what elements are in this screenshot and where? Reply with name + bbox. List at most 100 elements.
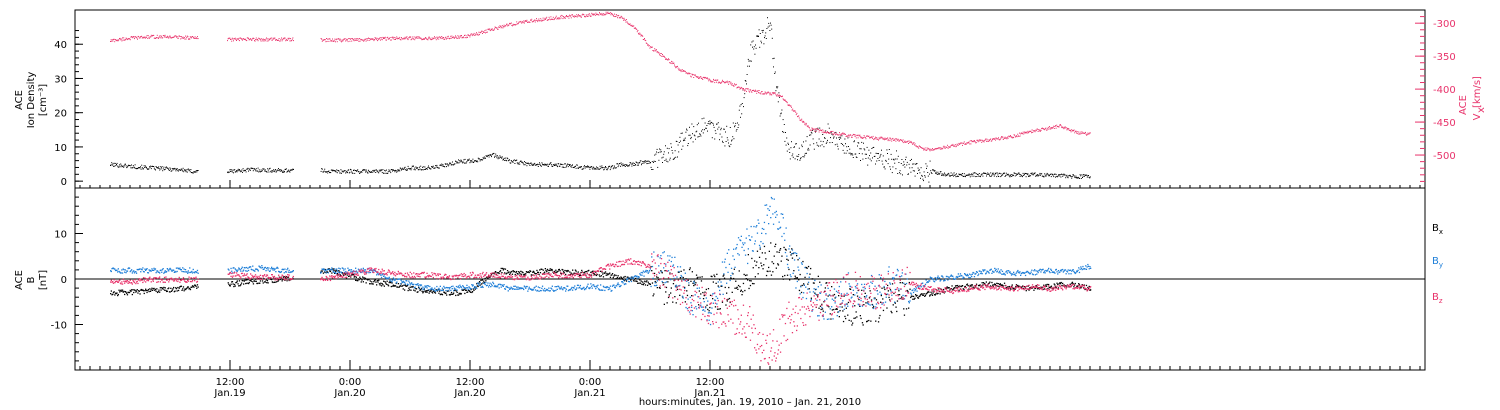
bottom-data-point — [145, 289, 147, 292]
bottom-data-point — [956, 287, 958, 289]
top-data-point — [570, 165, 572, 167]
bottom-data-point — [1080, 287, 1082, 289]
top-data-point — [624, 166, 626, 167]
top-data-point — [555, 15, 557, 17]
top-data-point — [113, 38, 115, 40]
top-data-point — [350, 168, 351, 170]
bottom-data-point — [1011, 284, 1013, 286]
top-data-point — [737, 86, 739, 88]
bottom-data-point — [422, 292, 424, 294]
top-data-point — [492, 29, 494, 31]
top-data-point — [656, 148, 658, 150]
bottom-data-point — [119, 272, 122, 274]
bottom-data-point — [749, 280, 751, 282]
top-data-point — [263, 38, 264, 40]
top-data-point — [986, 138, 988, 140]
top-data-point — [506, 160, 507, 162]
bottom-data-point — [252, 265, 254, 267]
top-data-point — [830, 137, 831, 139]
bottom-data-point — [228, 269, 230, 271]
top-data-point — [438, 167, 440, 169]
bottom-data-point — [173, 286, 175, 289]
top-data-point — [237, 38, 239, 40]
top-data-point — [188, 38, 189, 40]
top-data-point — [677, 144, 679, 146]
top-data-point — [271, 39, 273, 41]
bottom-data-point — [527, 271, 530, 273]
top-data-point — [881, 160, 883, 162]
top-data-point — [473, 161, 475, 163]
bottom-data-point — [705, 306, 707, 308]
top-data-point — [546, 19, 548, 21]
top-data-point — [719, 81, 720, 83]
top-data-point — [281, 170, 282, 172]
top-data-point — [855, 156, 857, 158]
bottom-data-point — [358, 269, 360, 271]
bottom-data-point — [591, 271, 593, 273]
bottom-data-point — [801, 284, 803, 287]
top-data-point — [926, 149, 927, 151]
top-data-point — [839, 132, 840, 134]
top-data-point — [857, 137, 859, 139]
top-data-point — [875, 136, 876, 138]
top-data-point — [927, 147, 929, 149]
top-data-point — [689, 126, 690, 128]
bottom-data-point — [117, 271, 119, 273]
bottom-data-point — [268, 270, 271, 272]
top-data-point — [116, 40, 118, 42]
bottom-data-point — [271, 268, 273, 270]
top-data-point — [1016, 173, 1018, 175]
top-data-point — [895, 168, 897, 170]
bottom-data-point — [497, 272, 500, 274]
bottom-data-point — [158, 289, 160, 291]
bottom-data-point — [250, 279, 252, 282]
top-data-point — [462, 162, 464, 164]
top-data-point — [871, 148, 873, 149]
top-data-point — [269, 38, 271, 40]
top-data-point — [242, 168, 244, 170]
top-data-point — [114, 162, 116, 164]
top-data-point — [462, 37, 464, 38]
top-data-point — [962, 142, 964, 144]
top-data-point — [1014, 134, 1016, 136]
bottom-data-point — [488, 275, 490, 277]
bottom-data-point — [285, 276, 287, 279]
top-data-point — [392, 38, 394, 40]
top-data-point — [933, 170, 935, 172]
bottom-data-point — [383, 274, 385, 276]
top-data-point — [1065, 127, 1067, 129]
bottom-data-point — [196, 271, 198, 274]
bottom-data-point — [665, 286, 668, 289]
top-data-point — [1011, 174, 1013, 176]
top-data-point — [565, 166, 567, 168]
bottom-data-point — [620, 276, 622, 278]
top-data-point — [357, 171, 359, 173]
top-data-point — [624, 19, 626, 21]
top-data-point — [710, 121, 712, 123]
top-data-point — [785, 100, 787, 102]
top-data-point — [729, 83, 731, 85]
bottom-data-point — [891, 283, 894, 285]
bottom-data-point — [252, 269, 255, 271]
bottom-data-point — [375, 281, 377, 283]
top-data-point — [440, 165, 442, 166]
top-data-point — [1080, 175, 1082, 177]
bottom-data-point — [352, 273, 355, 275]
top-data-point — [952, 143, 954, 145]
bottom-data-point — [397, 286, 399, 288]
bottom-data-point — [940, 289, 943, 291]
top-data-point — [740, 116, 741, 118]
top-data-point — [851, 136, 853, 138]
top-data-point — [245, 38, 246, 40]
bottom-data-point — [251, 269, 253, 271]
top-data-point — [235, 39, 237, 41]
bottom-data-point — [441, 294, 444, 296]
top-data-point — [862, 158, 864, 160]
top-data-point — [605, 13, 606, 15]
top-data-point — [579, 166, 581, 168]
top-data-point — [954, 174, 956, 176]
bottom-data-point — [189, 271, 192, 274]
top-data-point — [662, 162, 663, 163]
bottom-data-point — [122, 268, 124, 270]
bottom-data-point — [331, 267, 333, 269]
